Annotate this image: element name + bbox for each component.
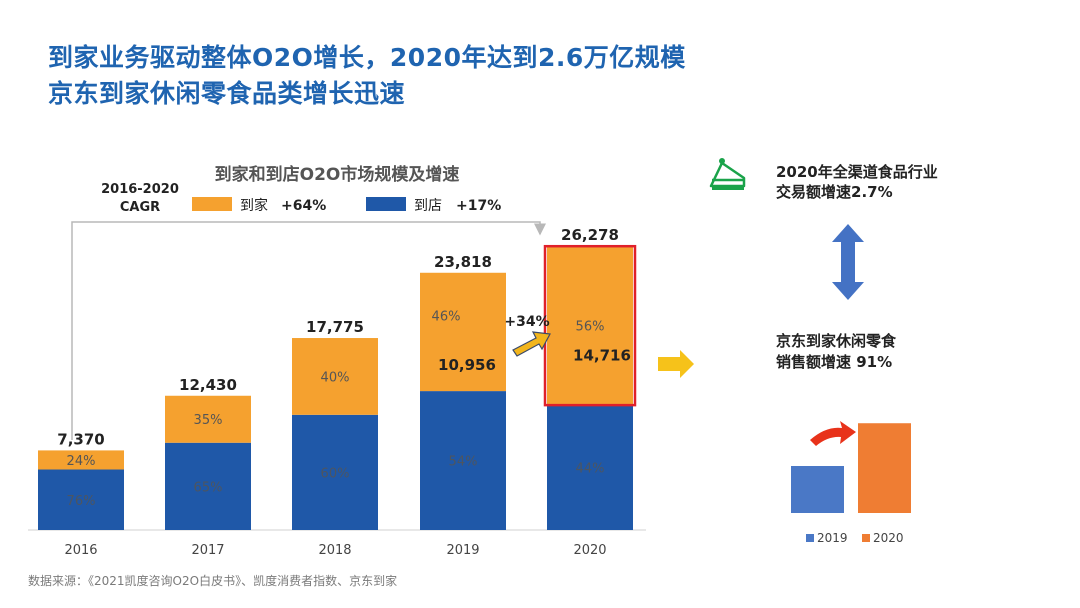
- page-title-line1: 到家业务驱动整体O2O增长，2020年达到2.6万亿规模: [48, 43, 686, 72]
- page-title-line2: 京东到家休闲零食品类增长迅速: [48, 79, 406, 108]
- total-label-2020: 26,278: [561, 226, 619, 244]
- share-label-daojia-2019: 46%: [432, 309, 461, 324]
- growth-annotation: +34%: [504, 314, 549, 330]
- share-label-daodian-2018: 60%: [321, 466, 350, 481]
- share-label-daojia-2018: 40%: [321, 370, 350, 385]
- bar-daojia-2016: [38, 450, 124, 470]
- growth-arrow-icon: [512, 331, 551, 357]
- share-label-daodian-2017: 65%: [194, 480, 223, 495]
- side-text1-line1: 2020年全渠道食品行业: [776, 163, 938, 181]
- bar-daodian-2018: [292, 414, 378, 530]
- side-text2-line2: 销售额增速 91%: [776, 353, 892, 371]
- legend-swatch-daodian: [366, 197, 406, 211]
- small-legend-label-2020: 2020: [873, 531, 904, 545]
- side-text1-line2: 交易额增速2.7%: [776, 183, 893, 201]
- legend-label-daodian: 到店: [414, 198, 442, 214]
- cagr-label-line1: 2016-2020: [101, 182, 179, 197]
- share-label-daojia-2020: 56%: [576, 320, 605, 335]
- share-label-daodian-2016: 76%: [67, 494, 96, 509]
- cagr-bracket-arrow: [71, 221, 546, 440]
- small-legend-swatch-2019: [806, 534, 814, 542]
- bar-daodian-2019: [420, 391, 506, 530]
- legend-cagr-daodian: +17%: [456, 198, 501, 214]
- total-label-2016: 7,370: [57, 430, 104, 448]
- share-label-daojia-2016: 24%: [67, 454, 96, 469]
- small-legend-swatch-2020: [862, 534, 870, 542]
- small-bar-2019: [791, 466, 844, 513]
- x-tick-2019: 2019: [446, 543, 479, 558]
- source-note: 数据来源：《2021凯度咨询O2O白皮书》、凯度消费者指数、京东到家: [28, 574, 398, 588]
- double-arrow-icon: [832, 224, 864, 300]
- total-label-2019: 23,818: [434, 253, 492, 271]
- x-tick-2020: 2020: [573, 543, 606, 558]
- share-label-daodian-2019: 54%: [449, 455, 478, 470]
- bar-daodian-2016: [38, 469, 124, 530]
- total-label-2017: 12,430: [179, 376, 237, 394]
- cagr-label-line2: CAGR: [120, 200, 160, 215]
- share-label-daodian-2020: 44%: [576, 462, 605, 477]
- x-tick-2018: 2018: [318, 543, 351, 558]
- legend-cagr-daojia: +64%: [281, 198, 326, 214]
- value-annotation-2020: 14,716: [573, 347, 631, 365]
- legend-swatch-daojia: [192, 197, 232, 211]
- small-bar-2020: [858, 423, 911, 513]
- x-tick-2017: 2017: [191, 543, 224, 558]
- value-annotation-2019: 10,956: [438, 356, 496, 374]
- cake-icon: [709, 158, 746, 190]
- share-label-daojia-2017: 35%: [194, 413, 223, 428]
- bar-daodian-2017: [165, 442, 251, 530]
- side-text2-line1: 京东到家休闲零食: [776, 332, 897, 350]
- growth-arrow-icon-small: [810, 421, 856, 446]
- bar-daojia-2017: [165, 395, 251, 443]
- bar-daojia-2020: [547, 246, 633, 406]
- chart-title: 到家和到店O2O市场规模及增速: [215, 164, 460, 185]
- highlight-box-2020: [543, 244, 637, 407]
- bar-daodian-2020: [547, 405, 633, 530]
- legend-label-daojia: 到家: [240, 197, 268, 214]
- right-arrow-icon: [658, 350, 694, 378]
- x-tick-2016: 2016: [64, 543, 97, 558]
- small-legend-label-2019: 2019: [817, 531, 848, 545]
- total-label-2018: 17,775: [306, 318, 364, 336]
- bar-daojia-2019: [420, 272, 506, 392]
- bar-daojia-2018: [292, 338, 378, 415]
